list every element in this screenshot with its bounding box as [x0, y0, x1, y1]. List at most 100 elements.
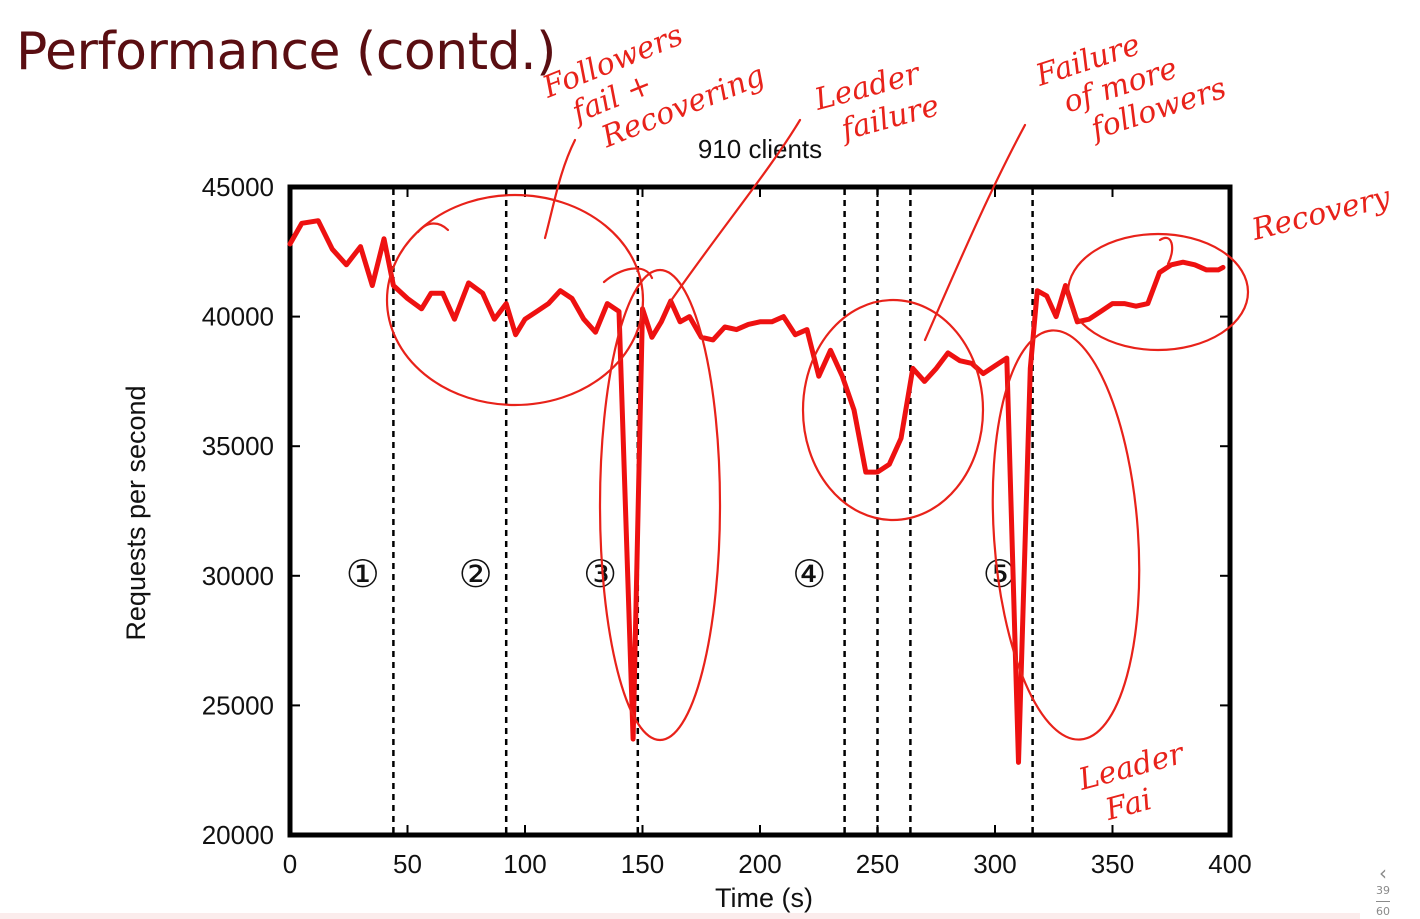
axes-layer: 0 50 100 150 200 250 300 350 400 20000 25000 30000 3… [121, 134, 1252, 913]
data-point [481, 292, 484, 295]
data-point [514, 333, 517, 336]
data-point [523, 317, 527, 321]
data-point [594, 330, 597, 334]
x-tick-label: 300 [973, 849, 1016, 879]
series-layer [287, 218, 1226, 765]
data-point [1087, 317, 1091, 321]
chart-title: 910 clients [698, 134, 822, 164]
phase-label: ② [459, 552, 493, 596]
chevron-left-icon[interactable]: ‹ [1379, 861, 1387, 885]
data-point [1193, 263, 1196, 266]
data-point [711, 338, 715, 342]
x-tick-label: 350 [1091, 849, 1134, 879]
y-tick-label: 35000 [202, 431, 274, 461]
phase-label: ③ [583, 552, 617, 596]
data-point [441, 292, 444, 295]
data-point [1134, 305, 1138, 308]
handwritten-annotation: Recovery [1247, 179, 1394, 248]
data-point [1181, 260, 1185, 264]
x-tick-label: 50 [393, 849, 422, 879]
data-point [392, 284, 395, 287]
x-tick-label: 100 [503, 849, 546, 879]
annotation-pointer-more-followers [923, 123, 1027, 342]
data-point [371, 284, 374, 287]
annotation-tick-leader [602, 267, 654, 284]
data-point [958, 359, 961, 362]
annotation-circle-leader-failure-2 [991, 329, 1141, 741]
data-point [864, 470, 867, 474]
data-point [1029, 367, 1032, 370]
data-point [1005, 356, 1008, 360]
y-tick-label: 45000 [202, 172, 274, 202]
data-point [420, 307, 423, 311]
annotation-tick-recovery [1158, 236, 1174, 266]
x-tick-label: 0 [283, 849, 297, 879]
data-point [453, 317, 456, 321]
data-point [747, 323, 750, 326]
page-divider [1376, 901, 1390, 902]
annotation-pointer-followers [543, 138, 577, 240]
data-point [1123, 302, 1126, 305]
page-current: 39 [1376, 884, 1390, 897]
x-tick-label: 400 [1208, 849, 1251, 879]
data-point [723, 325, 726, 329]
annotation-tick-followers [416, 222, 450, 234]
data-point [782, 315, 785, 318]
series-line [287, 218, 1226, 765]
data-point [345, 263, 348, 266]
data-point [899, 437, 903, 440]
data-point [660, 320, 663, 323]
data-point [688, 315, 691, 318]
bottom-strip [0, 913, 1360, 919]
data-point [735, 328, 738, 331]
data-point [582, 317, 585, 321]
annotation-pointer-leader [666, 118, 802, 307]
x-tick-label: 150 [621, 849, 664, 879]
data-point [1099, 310, 1102, 313]
data-point [382, 237, 386, 241]
ink-layer [385, 118, 1250, 742]
data-point [805, 328, 809, 331]
annotation-circle-recovery [1066, 232, 1250, 352]
data-point [758, 320, 762, 323]
data-point [888, 463, 891, 466]
data-point [606, 302, 609, 305]
data-point [535, 310, 538, 313]
annotation-circle-leader-failure-1 [598, 268, 722, 742]
data-point [331, 248, 334, 251]
data-point [1221, 266, 1225, 269]
data-point [547, 302, 550, 305]
data-point [1217, 268, 1220, 272]
data-point [982, 372, 985, 375]
data-point [493, 317, 496, 321]
data-point [359, 245, 362, 248]
data-point [678, 320, 682, 323]
data-point [852, 408, 856, 412]
data-point [1064, 284, 1067, 287]
y-tick-label: 20000 [202, 820, 274, 850]
slide-navigation: ‹ 39 60 [1368, 862, 1398, 919]
annotation-text: Recovery [1247, 179, 1394, 248]
data-point [1111, 302, 1114, 305]
data-point [794, 333, 797, 336]
data-point [1076, 320, 1079, 323]
data-point [650, 336, 654, 339]
phase-label: ④ [792, 552, 826, 596]
data-point [617, 310, 621, 313]
data-point [841, 375, 844, 378]
data-point [1017, 761, 1020, 764]
data-point [993, 364, 997, 368]
data-point [300, 222, 303, 225]
annotation-circle-more-followers [801, 298, 985, 522]
data-point [1045, 294, 1048, 298]
data-point [1170, 263, 1173, 266]
annotation-circle-followers [385, 193, 645, 407]
data-point [467, 281, 470, 285]
data-point [288, 242, 292, 246]
data-point [829, 349, 832, 352]
data-point [429, 292, 433, 295]
